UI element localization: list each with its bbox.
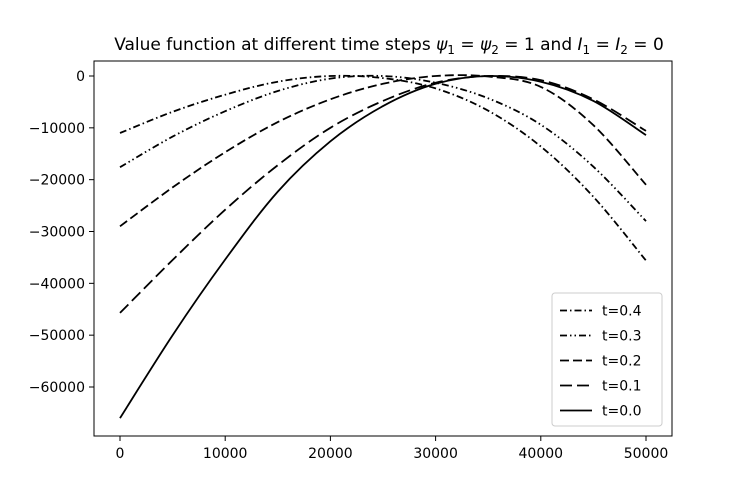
y-tick-label: −20000 [29,173,85,189]
y-tick-label: −60000 [29,380,85,396]
legend-label: t=0.3 [602,329,641,345]
legend-label: t=0.0 [602,404,641,420]
y-axis: 0 −10000 −20000 −30000 −40000 −50000 −60000 [29,69,94,396]
y-tick-label: −30000 [29,225,85,241]
series-line-t-0-2 [119,74,647,228]
legend: t=0.4 t=0.3 t=0.2 t=0.1 t=0.0 [551,292,663,427]
x-tick-label: 20000 [308,446,353,462]
x-tick-label: 10000 [203,446,248,462]
y-tick-label: −10000 [29,121,85,137]
series-line-t-0-3 [119,74,647,222]
legend-label: t=0.2 [602,354,641,370]
series-line-t-0-0 [119,75,647,419]
legend-label: t=0.1 [602,379,641,395]
x-tick-label: 40000 [519,446,564,462]
legend-label: t=0.4 [602,304,642,320]
x-tick-label: 0 [116,446,125,462]
x-axis: 0 10000 20000 30000 40000 50000 [116,436,669,462]
plot-frame [93,60,673,437]
y-tick-label: −40000 [29,276,85,292]
x-tick-label: 50000 [624,446,669,462]
series-layer [119,74,647,419]
legend-box [551,292,663,427]
series-line-t-0-4 [119,74,647,262]
y-tick-label: 0 [76,69,85,85]
y-tick-label: −50000 [29,328,85,344]
chart-title: Value function at different time steps ψ… [114,35,664,57]
x-tick-label: 30000 [413,446,458,462]
series-line-t-0-1 [119,75,647,314]
